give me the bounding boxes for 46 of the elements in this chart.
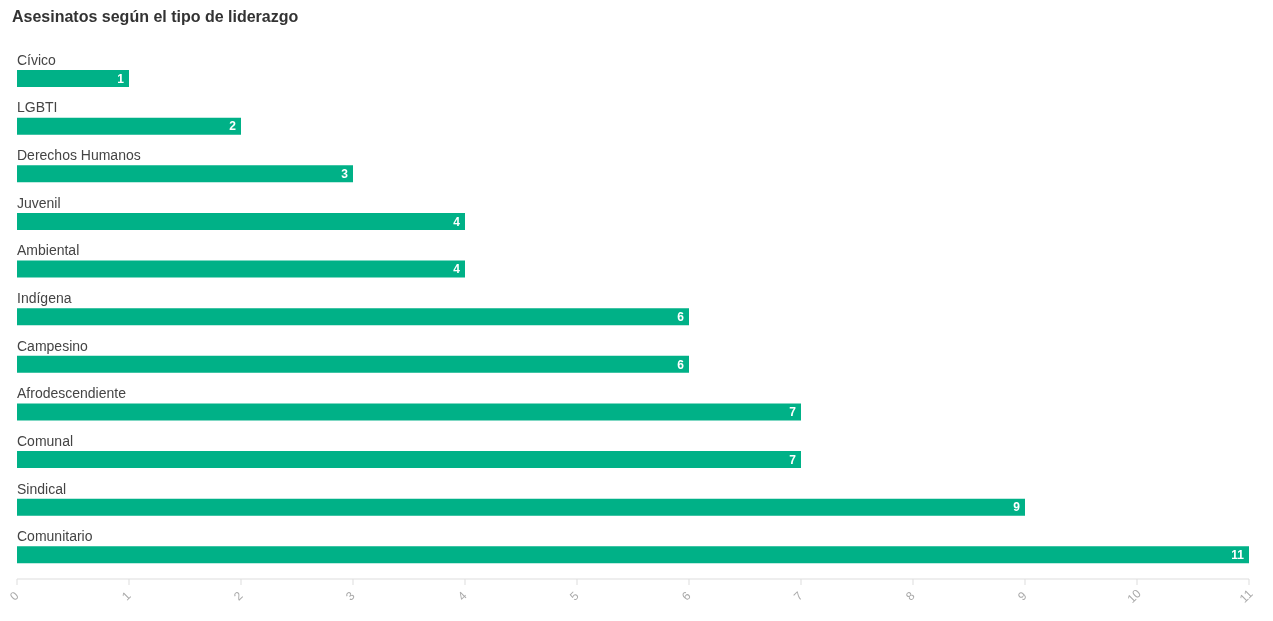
x-tick-label: 7 xyxy=(790,588,806,604)
data-label: 6 xyxy=(677,309,685,324)
bar xyxy=(17,308,689,326)
bar xyxy=(17,355,689,373)
data-label: 1 xyxy=(117,71,125,86)
x-tick-label: 9 xyxy=(1014,588,1030,604)
bar xyxy=(17,498,1025,516)
bar xyxy=(17,117,241,135)
data-label: 6 xyxy=(677,357,685,372)
bar xyxy=(17,546,1249,564)
x-tick-label: 4 xyxy=(454,588,470,604)
chart-title: Asesinatos según el tipo de liderazgo xyxy=(11,8,300,27)
x-tick-label: 11 xyxy=(1236,586,1256,606)
y-tick-label: Comunitario xyxy=(17,528,93,545)
data-label: 4 xyxy=(453,214,461,229)
y-tick-label: Afrodescendiente xyxy=(17,385,127,402)
y-tick-label: Juvenil xyxy=(17,194,61,211)
data-label: 7 xyxy=(789,452,797,467)
bar xyxy=(17,403,801,421)
y-tick-label: Indígena xyxy=(17,290,72,306)
x-tick-label: 3 xyxy=(342,588,358,604)
y-tick-label: LGBTI xyxy=(17,99,58,116)
x-tick-label: 1 xyxy=(118,588,134,604)
y-tick-label: Campesino xyxy=(17,337,89,354)
data-label: 11 xyxy=(1231,548,1245,563)
y-tick-label: Sindical xyxy=(17,480,67,497)
data-label: 3 xyxy=(341,167,349,182)
data-label: 9 xyxy=(1013,500,1021,515)
x-tick-label: 6 xyxy=(678,588,694,604)
x-tick-label: 8 xyxy=(902,588,918,604)
x-tick-label: 2 xyxy=(230,588,246,604)
data-label: 7 xyxy=(789,405,797,420)
bar xyxy=(17,165,353,183)
x-tick-label: 5 xyxy=(566,588,582,604)
x-tick-label: 0 xyxy=(6,588,22,604)
bar xyxy=(17,260,465,278)
bar xyxy=(17,451,801,469)
bar xyxy=(17,70,129,87)
y-tick-label: Comunal xyxy=(17,432,74,449)
data-label: 4 xyxy=(453,262,461,277)
data-label: 2 xyxy=(229,119,237,134)
x-tick-label: 10 xyxy=(1124,586,1145,606)
bar xyxy=(17,212,465,230)
y-tick-label: Ambiental xyxy=(17,242,80,259)
y-tick-label: Derechos Humanos xyxy=(17,147,141,164)
y-tick-label: Cívico xyxy=(17,51,57,68)
